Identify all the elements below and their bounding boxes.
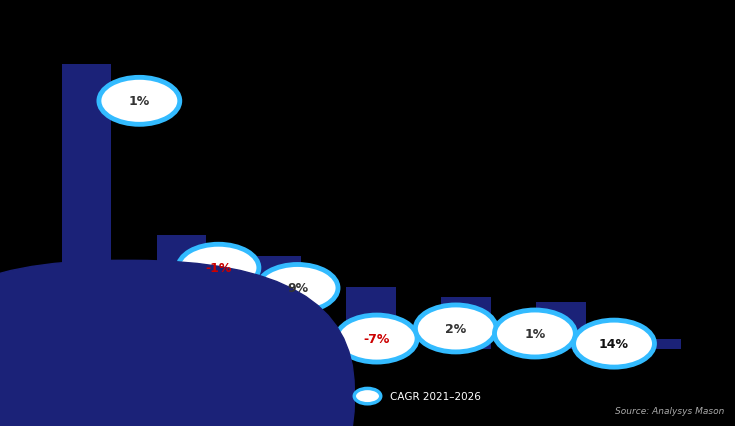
Bar bbox=[442, 297, 491, 349]
Text: -7%: -7% bbox=[364, 332, 390, 345]
Bar bbox=[157, 236, 206, 349]
Text: 14%: 14% bbox=[599, 337, 629, 350]
Bar bbox=[62, 65, 111, 349]
Text: CAGR 2021–2026: CAGR 2021–2026 bbox=[390, 391, 481, 401]
Text: Source: Analysys Mason: Source: Analysys Mason bbox=[614, 406, 724, 415]
Bar bbox=[251, 256, 301, 349]
Text: -1%: -1% bbox=[205, 262, 232, 275]
Text: 9%: 9% bbox=[287, 282, 308, 295]
Bar bbox=[631, 339, 681, 349]
Text: 1%: 1% bbox=[524, 327, 545, 340]
Text: 1%: 1% bbox=[129, 95, 150, 108]
Bar bbox=[346, 287, 396, 349]
Text: 2%: 2% bbox=[445, 322, 467, 335]
Text: Retail revenue share: Retail revenue share bbox=[143, 391, 251, 401]
Bar bbox=[537, 303, 586, 349]
